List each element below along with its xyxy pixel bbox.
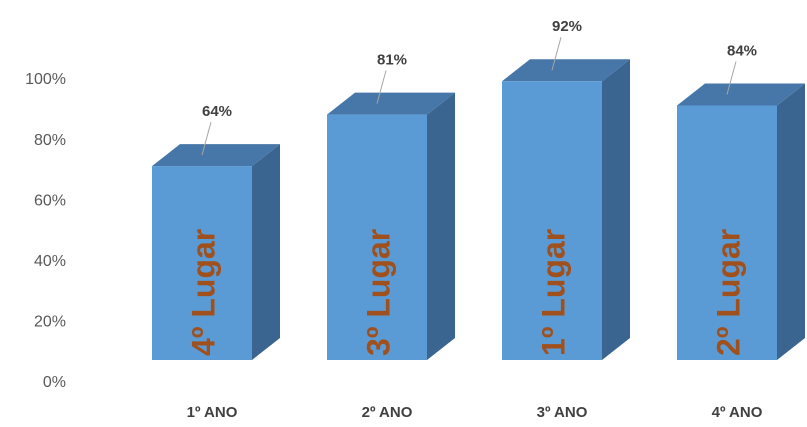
y-tick-label: 0% xyxy=(43,374,66,391)
value-label: 64% xyxy=(202,103,232,120)
y-tick-label: 100% xyxy=(25,71,66,88)
y-tick-label: 60% xyxy=(34,192,66,209)
page: 0% 20% 40% 60% 80% 100% 4º Lugar 64% 1º ANO 3º Lu… xyxy=(0,0,807,427)
bar-side xyxy=(602,59,630,360)
value-label: 81% xyxy=(377,52,407,69)
value-label: 92% xyxy=(552,18,582,35)
x-tick-label: 3º ANO xyxy=(537,404,588,421)
bar-side xyxy=(252,144,280,360)
x-tick-label: 1º ANO xyxy=(187,404,238,421)
y-tick-label: 80% xyxy=(34,132,66,149)
bar-annotation: 1º Lugar xyxy=(535,229,571,356)
bar-side xyxy=(777,83,805,360)
chart: 0% 20% 40% 60% 80% 100% 4º Lugar 64% 1º ANO 3º Lu… xyxy=(0,0,807,427)
bar-group: 2º Lugar 84% xyxy=(677,42,805,360)
bar-group: 3º Lugar 81% xyxy=(327,52,455,360)
bar-group: 4º Lugar 64% xyxy=(152,103,280,360)
bar-group: 1º Lugar 92% xyxy=(502,18,630,360)
value-label: 84% xyxy=(727,42,757,59)
bar-annotation: 2º Lugar xyxy=(710,229,746,356)
bar-annotation: 3º Lugar xyxy=(360,229,396,356)
x-tick-label: 2º ANO xyxy=(362,404,413,421)
bar-side xyxy=(427,93,455,360)
y-tick-label: 40% xyxy=(34,253,66,270)
x-tick-label: 4º ANO xyxy=(712,404,763,421)
bar-annotation: 4º Lugar xyxy=(185,229,221,356)
y-tick-label: 20% xyxy=(34,314,66,331)
